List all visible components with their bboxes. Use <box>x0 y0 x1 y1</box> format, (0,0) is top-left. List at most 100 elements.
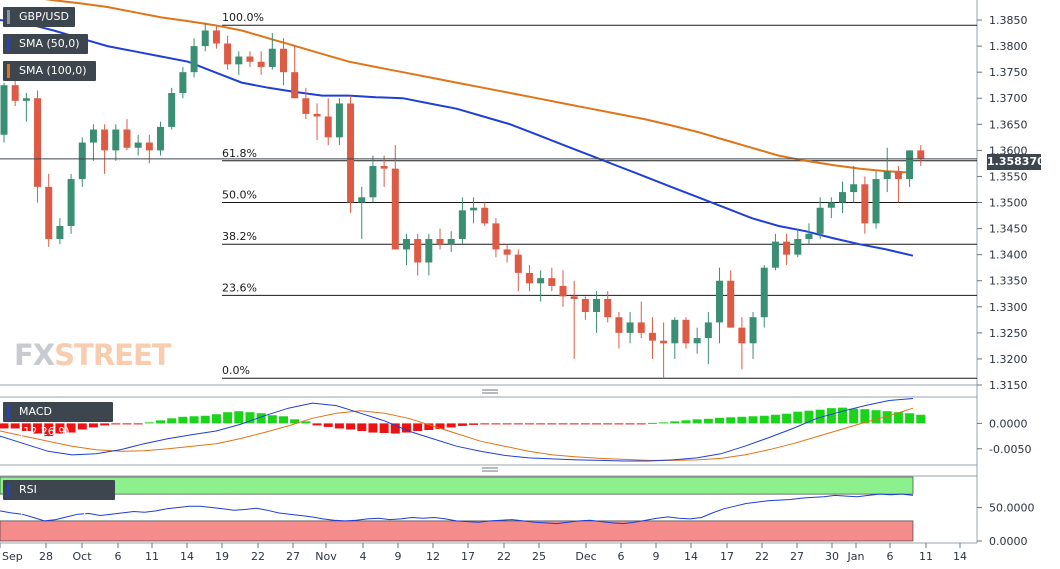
candle-bear <box>313 103 321 140</box>
legend-sma50[interactable]: SMA (50,0) <box>3 34 88 54</box>
legend-symbol[interactable]: GBP/USD <box>3 7 75 27</box>
candle-body <box>693 338 701 344</box>
candle-bull <box>470 197 478 224</box>
macd-bar-negative <box>0 423 9 429</box>
macd-bar-positive <box>871 410 881 424</box>
macd-bar-negative <box>401 423 411 433</box>
splitter-2[interactable] <box>482 467 498 472</box>
candle-body <box>816 207 824 234</box>
candle-bull <box>883 147 891 193</box>
price-tick-label: 1.3150 <box>989 379 1028 392</box>
candle-bull <box>671 317 679 359</box>
candle-bear <box>123 119 131 151</box>
macd-bar-positive <box>860 409 870 424</box>
candle-bull <box>626 312 634 344</box>
candle-body <box>626 322 634 333</box>
time-tick-label: 6 <box>115 550 122 563</box>
candle-body <box>201 30 209 47</box>
time-tick-label: 30 <box>825 550 839 563</box>
candle-bull <box>906 150 914 187</box>
legend-rsi-label: RSI (14,70,30,1) <box>19 483 88 516</box>
macd-bar-negative <box>480 423 490 425</box>
time-tick-label: 27 <box>286 550 300 563</box>
macd-bar-positive <box>748 416 758 424</box>
candle-body <box>894 171 902 180</box>
price-tick-label: 1.3300 <box>989 301 1028 314</box>
candle-body <box>302 98 310 114</box>
time-tick-label: Dec <box>575 550 596 563</box>
time-tick-label: 6 <box>618 550 625 563</box>
candle-body <box>805 233 813 240</box>
logo-fx: FX <box>14 338 55 372</box>
candle-bull <box>268 33 276 70</box>
sma100-swatch <box>7 64 10 78</box>
candle-bear <box>291 46 299 99</box>
macd-bar-negative <box>44 423 54 437</box>
last-price-tag: 1.358370 <box>987 154 1045 170</box>
candle-body <box>783 241 791 255</box>
candle-bear <box>481 202 489 226</box>
macd-bar-negative <box>502 423 512 425</box>
rsi-swatch <box>7 483 10 497</box>
candle-bear <box>492 218 500 258</box>
legend-macd[interactable]: MACD (12,26,9) <box>3 402 113 438</box>
rsi-oversold-band <box>0 520 914 542</box>
candle-body <box>179 72 187 94</box>
candle-body <box>324 116 332 138</box>
legend-sma100[interactable]: SMA (100,0) <box>3 61 96 81</box>
price-tick-label: 1.3500 <box>989 197 1028 210</box>
candle-bull <box>458 197 466 245</box>
rsi-overbought-band <box>0 476 914 495</box>
candle-body <box>682 319 690 344</box>
candle-body <box>827 202 835 208</box>
macd-bar-negative <box>368 423 378 433</box>
candle-bull <box>839 181 846 213</box>
candle-body <box>157 126 165 151</box>
macd-line <box>0 398 914 462</box>
candle-body <box>481 207 489 224</box>
macd-bar-negative <box>66 423 76 433</box>
legend-macd-label: MACD (12,26,9) <box>19 405 70 438</box>
candle-bear <box>224 35 232 70</box>
candle-bear <box>570 280 578 359</box>
macd-bar-positive <box>737 416 747 424</box>
candle-body <box>89 129 97 143</box>
time-tick-label: 25 <box>532 550 546 563</box>
candle-bull <box>760 265 768 328</box>
macd-bar-negative <box>625 423 635 425</box>
candle-bear <box>34 90 42 203</box>
macd-bar-negative <box>603 423 613 425</box>
macd-bar-positive <box>256 413 266 424</box>
macd-bar-negative <box>122 423 132 425</box>
macd-bar-positive <box>681 420 691 424</box>
macd-bar-negative <box>558 423 568 425</box>
candle-body <box>212 30 220 44</box>
splitter-1[interactable] <box>482 389 498 394</box>
candle-bull <box>771 233 779 271</box>
macd-bar-positive <box>290 419 300 424</box>
time-tick-label: 11 <box>919 550 933 563</box>
macd-bar-negative <box>111 423 121 425</box>
rsi-tick-label: 0.0000 <box>989 535 1028 548</box>
candle-bull <box>22 93 30 122</box>
candle-bear <box>548 267 556 292</box>
candle-body <box>727 280 735 328</box>
fib-label: 61.8% <box>222 147 257 160</box>
candle-body <box>0 85 8 135</box>
time-tick-label: 22 <box>755 550 769 563</box>
candle-body <box>358 197 366 203</box>
candle-body <box>470 207 478 211</box>
macd-signal-line <box>0 407 914 461</box>
candle-bull <box>827 197 835 219</box>
candle-body <box>604 298 612 318</box>
legend-rsi[interactable]: RSI (14,70,30,1) <box>3 480 115 516</box>
time-tick-label: 28 <box>39 550 53 563</box>
macd-bar-positive <box>770 414 780 424</box>
macd-bar-negative <box>33 423 43 434</box>
candle-bear <box>783 233 791 266</box>
sma50-swatch <box>7 37 10 51</box>
macd-bar-positive <box>703 418 713 424</box>
fib-label: 100.0% <box>222 11 264 24</box>
